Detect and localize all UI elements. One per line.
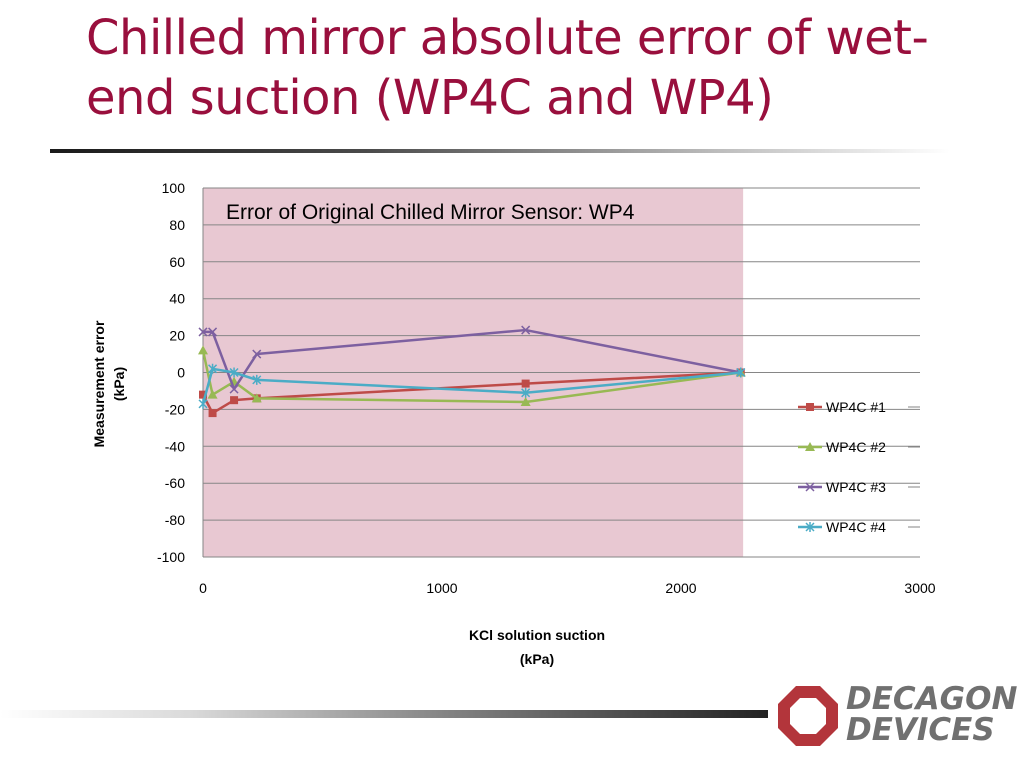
slide-title: Chilled mirror absolute error of wet-end… bbox=[86, 10, 929, 126]
x-axis-label: KCl solution suction bbox=[469, 627, 605, 643]
data-point bbox=[198, 398, 208, 409]
legend-label: WP4C #3 bbox=[826, 479, 886, 495]
y-tick-label: -60 bbox=[165, 475, 185, 491]
footer-divider bbox=[0, 710, 768, 718]
data-point bbox=[521, 325, 531, 335]
y-tick-label: 60 bbox=[169, 254, 185, 270]
data-point bbox=[229, 384, 239, 394]
data-point bbox=[736, 367, 746, 378]
legend: WP4C #1 WP4C #2 WP4C #3 WP4C #4 bbox=[798, 399, 920, 535]
y-axis-label-unit: (kPa) bbox=[111, 367, 127, 401]
x-axis-label-group: KCl solution suction (kPa) bbox=[469, 627, 605, 667]
legend-marker bbox=[805, 522, 815, 532]
data-point bbox=[520, 397, 531, 407]
legend-marker bbox=[806, 403, 814, 411]
x-axis-label-unit: (kPa) bbox=[520, 651, 554, 667]
logo-text-line1: DECAGON bbox=[846, 681, 1018, 717]
data-point bbox=[252, 374, 262, 385]
y-tick-label: 100 bbox=[162, 180, 186, 196]
x-tick-label: 0 bbox=[199, 580, 207, 596]
data-point bbox=[208, 363, 218, 374]
data-point bbox=[198, 345, 208, 355]
y-tick-label: -40 bbox=[165, 438, 185, 454]
y-axis-label: Measurement error bbox=[91, 320, 107, 447]
x-tick-label: 2000 bbox=[665, 580, 696, 596]
data-point bbox=[208, 409, 217, 418]
data-point bbox=[199, 390, 207, 399]
y-tick-label: -100 bbox=[157, 549, 185, 565]
y-tick-label: -20 bbox=[165, 401, 185, 417]
y-tick-label: 40 bbox=[169, 291, 185, 307]
series-layer bbox=[198, 325, 746, 418]
data-point bbox=[521, 379, 530, 388]
y-tick-label: 20 bbox=[169, 328, 185, 344]
y-tick-label: -80 bbox=[165, 512, 185, 528]
data-point bbox=[252, 349, 262, 359]
series-line bbox=[201, 350, 741, 404]
x-tick-label: 1000 bbox=[426, 580, 457, 596]
legend-item: WP4C #1 bbox=[798, 399, 920, 415]
y-tick-label: 80 bbox=[169, 217, 185, 233]
gridlines bbox=[203, 187, 920, 558]
data-point bbox=[230, 396, 239, 405]
series-line bbox=[203, 328, 741, 391]
legend-marker bbox=[805, 442, 815, 451]
chart-annotation: Error of Original Chilled Mirror Sensor:… bbox=[226, 201, 635, 224]
data-point bbox=[521, 387, 531, 398]
decagon-logo: DECAGON DEVICES bbox=[776, 684, 1017, 748]
data-point bbox=[251, 393, 262, 403]
data-point bbox=[207, 389, 218, 399]
data-point bbox=[198, 327, 208, 337]
legend-marker bbox=[805, 482, 815, 492]
legend-label: WP4C #2 bbox=[826, 439, 886, 455]
legend-label: WP4C #1 bbox=[826, 399, 886, 415]
legend-label: WP4C #4 bbox=[826, 519, 886, 535]
x-tick-label: 3000 bbox=[904, 580, 935, 596]
legend-item: WP4C #4 bbox=[798, 519, 920, 535]
y-tick-label: 0 bbox=[177, 365, 185, 381]
title-divider bbox=[50, 149, 950, 153]
data-point bbox=[208, 327, 218, 337]
y-axis-label-group: Measurement error (kPa) bbox=[91, 320, 127, 447]
data-point bbox=[229, 367, 239, 378]
chart: 100 80 60 40 20 0 -20 -40 -60 -80 -100 0 1000 2000 300… bbox=[91, 180, 936, 667]
axes: 100 80 60 40 20 0 -20 -40 -60 -80 -100 0 1000 2000 300… bbox=[157, 180, 936, 596]
series-4 bbox=[198, 363, 746, 409]
legend-item: WP4C #2 bbox=[798, 439, 920, 455]
legend-item: WP4C #3 bbox=[798, 479, 920, 495]
logo-octagon-icon bbox=[778, 686, 838, 746]
logo-text-line2: DEVICES bbox=[846, 712, 995, 748]
series-line bbox=[201, 367, 741, 405]
